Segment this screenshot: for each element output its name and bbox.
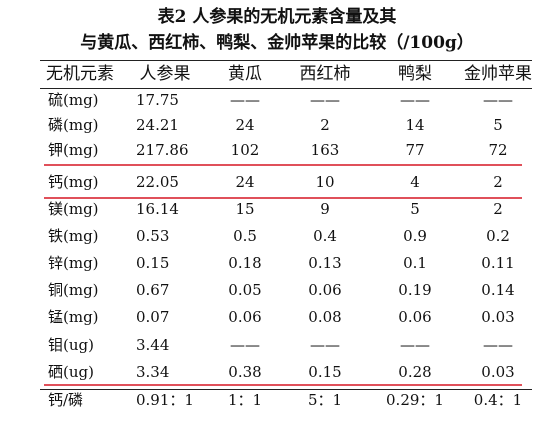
table-cell: 0.67 [136,281,170,299]
row-label: 锌(mg) [48,254,99,272]
column-header: 鸭梨 [398,64,432,84]
row-label: 钾(mg) [48,141,99,159]
table-cell: 0.9 [403,227,427,245]
top-rule [40,60,532,61]
table-cell: —— [400,91,430,109]
table-cell: 22.05 [136,173,179,191]
table-cell: 16.14 [136,200,179,218]
table-cell: 0.29：1 [386,391,444,409]
table-cell: 0.19 [398,281,432,299]
column-header: 无机元素 [46,64,114,84]
table-cell: —— [483,336,513,354]
table-cell: 0.06 [398,308,432,326]
highlight-line [44,197,522,199]
table-cell: 217.86 [136,141,189,159]
row-label: 镁(mg) [48,200,99,218]
table-cell: 0.2 [486,227,510,245]
table-cell: —— [230,91,260,109]
table-title: 表2 人参果的无机元素含量及其 [157,7,397,27]
table-cell: 17.75 [136,91,179,109]
table-cell: 72 [488,141,508,159]
table-cell: 0.14 [481,281,515,299]
table-cell: 0.53 [136,227,170,245]
table-cell: 0.4：1 [473,391,523,409]
table-cell: 0.03 [481,308,515,326]
table-cell: 0.07 [136,308,170,326]
table-cell: 2 [493,200,503,218]
column-header: 黄瓜 [228,64,262,84]
row-label: 硫(mg) [48,91,99,109]
column-header: 人参果 [139,64,191,84]
table-cell: 0.15 [308,363,342,381]
table-cell: 15 [235,200,255,218]
column-header: 西红柿 [299,64,351,84]
table-cell: 14 [405,116,425,134]
table-cell: 3.34 [136,363,170,381]
table-cell: 0.28 [398,363,432,381]
table-cell: 5 [493,116,503,134]
row-label: 钙(mg) [48,173,99,191]
table-cell: 0.06 [308,281,342,299]
table-cell: 102 [230,141,260,159]
table-cell: 0.5 [233,227,257,245]
table-cell: 24 [235,173,255,191]
header-rule [40,88,532,89]
table-cell: 0.11 [481,254,515,272]
table-cell: —— [400,336,430,354]
table-cell: 0.38 [228,363,262,381]
table-cell: 0.03 [481,363,515,381]
table-cell: 0.1 [403,254,427,272]
table-cell: —— [483,91,513,109]
row-label: 钙/磷 [48,391,84,409]
table-cell: 1：1 [227,391,263,409]
table-cell: —— [230,336,260,354]
table-title: 与黄瓜、西红柿、鸭梨、金帅苹果的比较（/100g） [80,33,474,53]
highlight-line [44,384,522,386]
row-label: 硒(ug) [48,363,94,381]
table-cell: 3.44 [136,336,170,354]
table-cell: 0.08 [308,308,342,326]
highlight-line [44,164,522,166]
table-cell: —— [310,91,340,109]
table-cell: 9 [320,200,330,218]
table-cell: 10 [315,173,335,191]
table-cell: 2 [493,173,503,191]
table-cell: 2 [320,116,330,134]
table-cell: 5：1 [307,391,343,409]
row-label: 钼(ug) [48,336,94,354]
table-cell: 0.06 [228,308,262,326]
table-cell: —— [310,336,340,354]
table-cell: 77 [405,141,425,159]
table-cell: 0.18 [228,254,262,272]
bottom-rule [40,389,532,390]
table-cell: 0.91：1 [136,391,194,409]
row-label: 锰(mg) [48,308,99,326]
table-cell: 24 [235,116,255,134]
column-header: 金帅苹果 [464,64,532,84]
table-cell: 0.4 [313,227,337,245]
table-cell: 0.05 [228,281,262,299]
row-label: 磷(mg) [48,116,99,134]
row-label: 铜(mg) [48,281,99,299]
table-cell: 5 [410,200,420,218]
table-cell: 163 [310,141,340,159]
table-cell: 0.13 [308,254,342,272]
row-label: 铁(mg) [48,227,99,245]
table-cell: 0.15 [136,254,170,272]
table-cell: 4 [410,173,420,191]
table-cell: 24.21 [136,116,179,134]
